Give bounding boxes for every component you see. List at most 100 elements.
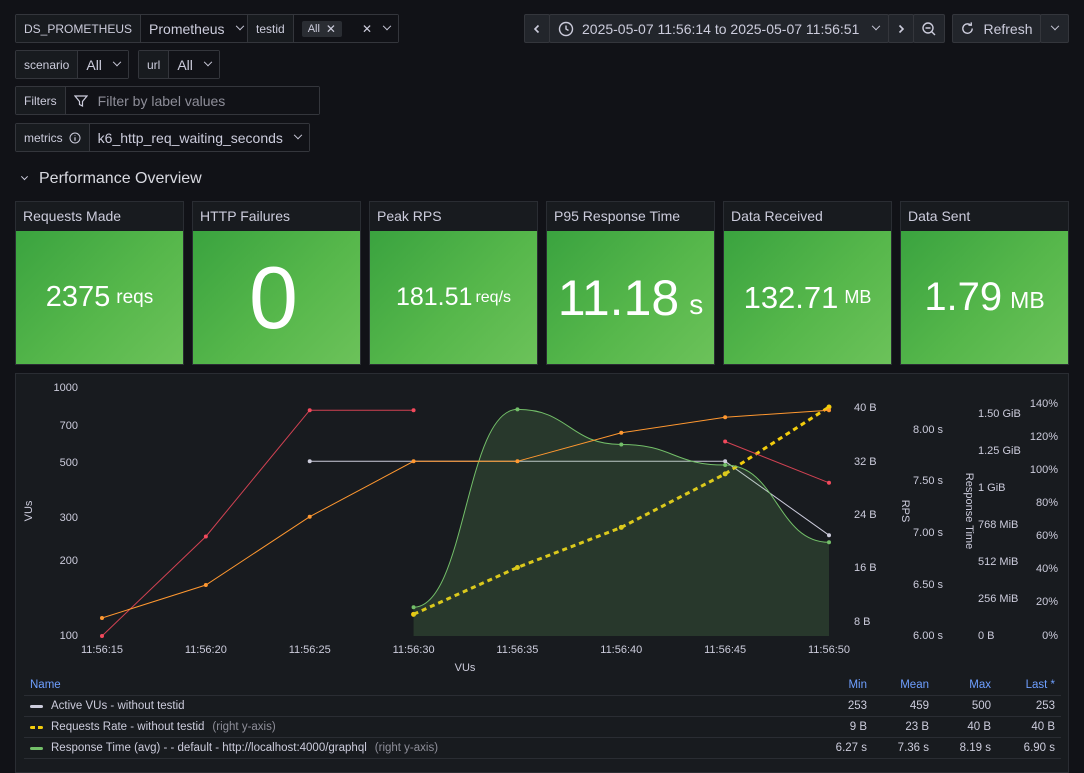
- legend-header-mean[interactable]: Mean: [900, 679, 929, 691]
- metrics-variable: metrics k6_http_req_waiting_seconds: [15, 123, 310, 152]
- series-line: [101, 409, 830, 619]
- ds-select[interactable]: Prometheus: [141, 15, 251, 42]
- refresh-label: Refresh: [983, 20, 1033, 37]
- filters-variable: Filters: [15, 86, 320, 115]
- legend-min: 9 B: [849, 721, 867, 733]
- metrics-select-value: k6_http_req_waiting_seconds: [97, 129, 283, 146]
- series-point: [723, 459, 728, 464]
- legend-header-name[interactable]: Name: [30, 679, 61, 691]
- x-axis-tick: 11:56:35: [496, 644, 538, 656]
- chevron-down-icon: [382, 21, 392, 30]
- testid-variable: testid All ✕ ✕: [247, 14, 400, 43]
- y-axis-right-tick: 512 MiB: [978, 556, 1018, 568]
- series-line: [413, 408, 830, 608]
- chevron-down-icon: [112, 57, 122, 66]
- scenario-select-value: All: [86, 56, 102, 73]
- url-variable: url All: [138, 50, 220, 79]
- y-axis-right-tick: 1 GiB: [978, 482, 1006, 494]
- series-point: [723, 415, 728, 420]
- y-axis-right-tick: 1.25 GiB: [978, 445, 1021, 457]
- stat-requests-made: Requests Made 2375 reqs: [15, 201, 184, 365]
- series-point: [827, 408, 831, 413]
- zoom-out-button[interactable]: [913, 14, 945, 43]
- legend-max: 8.19 s: [959, 742, 991, 754]
- x-axis-tick: 11:56:20: [185, 644, 227, 656]
- ds-select-value: Prometheus: [149, 20, 225, 37]
- legend-row[interactable]: Active VUs - without testid 253 459 500 …: [24, 696, 1061, 717]
- x-axis-tick: 11:56:50: [808, 644, 850, 656]
- series-point: [307, 459, 312, 464]
- clear-icon[interactable]: ✕: [361, 21, 373, 36]
- filters-input[interactable]: [97, 92, 298, 109]
- url-select[interactable]: All: [169, 51, 219, 78]
- legend-row[interactable]: Response Time (avg) - - default - http:/…: [24, 738, 1061, 759]
- legend-last: 6.90 s: [1023, 742, 1055, 754]
- refresh-icon: [962, 22, 974, 34]
- stat-title: Requests Made: [16, 202, 183, 231]
- legend-max: 40 B: [967, 721, 991, 733]
- legend-last: 253: [1035, 700, 1055, 712]
- row-header-performance[interactable]: Performance Overview: [20, 170, 202, 188]
- scenario-select[interactable]: All: [78, 51, 128, 78]
- y-axis-right-tick: 6.00 s: [913, 630, 943, 642]
- chevron-down-icon: [1050, 21, 1059, 30]
- legend-header-last[interactable]: Last *: [1025, 679, 1055, 691]
- chevron-down-icon: [872, 21, 881, 30]
- scenario-variable: scenario All: [15, 50, 129, 79]
- series-line: [101, 409, 414, 637]
- x-axis-tick: 11:56:15: [81, 644, 123, 656]
- stat-unit: MB: [844, 287, 872, 307]
- legend-header: Name Min Mean Max Last *: [24, 675, 1061, 696]
- y-axis-right-tick: 24 B: [854, 509, 877, 521]
- testid-select[interactable]: All ✕ ✕: [293, 15, 399, 42]
- chip-remove-icon[interactable]: ✕: [325, 21, 336, 36]
- y-axis-right-tick: 8.00 s: [913, 424, 943, 436]
- x-axis-tick: 11:56:25: [289, 644, 331, 656]
- series-point: [619, 430, 624, 435]
- stat-unit: MB: [1010, 287, 1045, 313]
- time-forward-button[interactable]: [888, 14, 914, 43]
- stat-data-received: Data Received 132.71 MB: [723, 201, 892, 365]
- stat-unit: s: [689, 288, 704, 320]
- series-point: [100, 634, 104, 638]
- stat-unit: reqs: [116, 286, 154, 308]
- legend-series-name: Response Time (avg) - - default - http:/…: [51, 742, 367, 754]
- refresh-button[interactable]: Refresh: [952, 14, 1041, 43]
- series-point: [100, 616, 104, 621]
- series-point: [826, 404, 832, 410]
- legend-series-name: Active VUs - without testid: [51, 700, 185, 712]
- series-point: [723, 439, 728, 444]
- legend-row[interactable]: Requests Rate - without testid (right y-a…: [24, 717, 1061, 738]
- stat-value: 1.79: [924, 275, 1003, 319]
- stat-title: Data Received: [724, 202, 891, 231]
- y-axis-right-tick: 60%: [1036, 530, 1058, 542]
- y-axis-right-tick: 8 B: [854, 616, 871, 628]
- y-axis-right-tick: 768 MiB: [978, 519, 1018, 531]
- info-icon: [69, 132, 81, 143]
- legend-axis-hint: (right y-axis): [212, 721, 276, 733]
- y-axis-left-tick: 300: [60, 512, 78, 524]
- metrics-select[interactable]: k6_http_req_waiting_seconds: [89, 124, 309, 151]
- series-point: [411, 605, 416, 610]
- y-axis-right-tick: 256 MiB: [978, 593, 1018, 605]
- time-range-picker[interactable]: 2025-05-07 11:56:14 to 2025-05-07 11:56:…: [549, 14, 889, 43]
- refresh-interval-button[interactable]: [1040, 14, 1069, 43]
- y-axis-left-tick: 100: [60, 630, 78, 642]
- stat-peak-rps: Peak RPS 181.51 req/s: [369, 201, 538, 365]
- chevron-down-icon: [235, 21, 244, 30]
- y-axis-right-tick: 1.50 GiB: [978, 408, 1021, 420]
- chevron-down-icon: [203, 57, 213, 66]
- stat-unit: req/s: [475, 288, 512, 306]
- x-axis-label: VUs: [455, 662, 476, 674]
- metrics-label: metrics: [16, 124, 90, 151]
- legend-header-max[interactable]: Max: [969, 679, 991, 691]
- stat-title: HTTP Failures: [193, 202, 360, 231]
- clock-icon: [558, 21, 574, 36]
- y-axis-right-label: RPS: [899, 500, 911, 523]
- url-variable-label: url: [139, 51, 170, 78]
- filters-field[interactable]: [65, 87, 319, 114]
- time-back-button[interactable]: [524, 14, 550, 43]
- legend-header-min[interactable]: Min: [848, 679, 867, 691]
- y-axis-left-tick: 700: [60, 420, 78, 432]
